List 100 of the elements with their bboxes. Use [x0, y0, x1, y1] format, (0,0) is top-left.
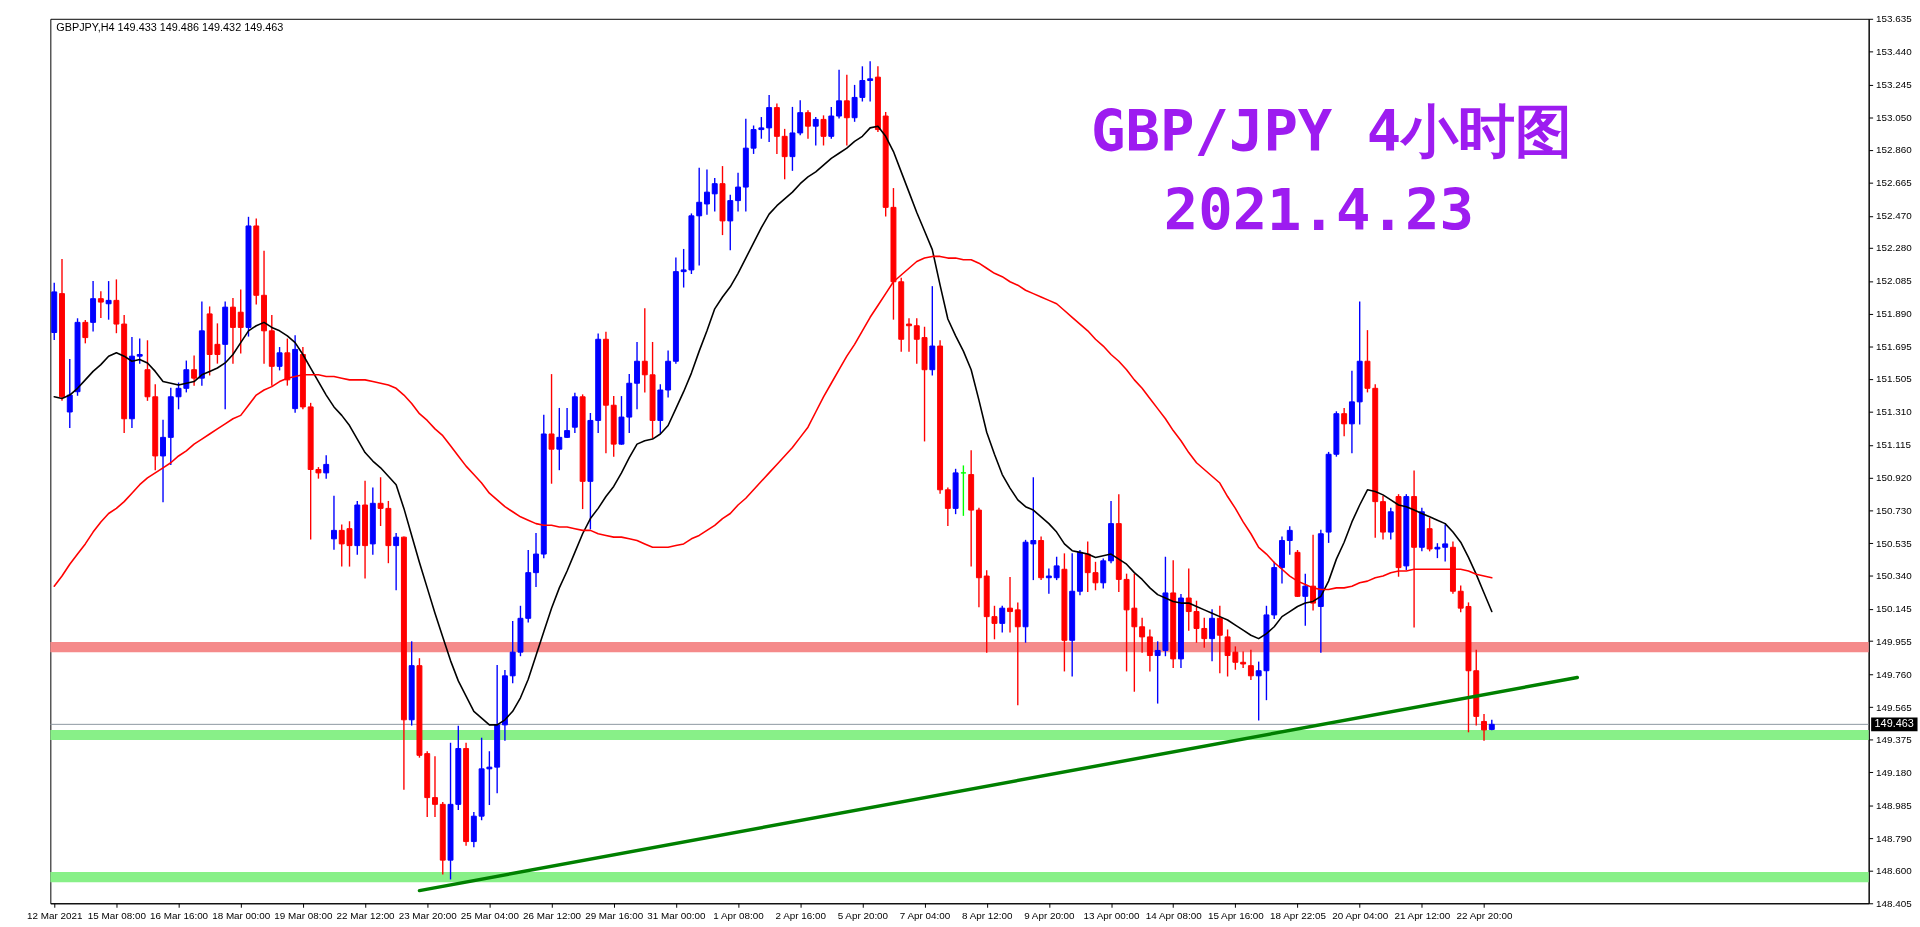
candlestick — [999, 605, 1006, 633]
x-tick-label: 16 Mar 16:00 — [150, 909, 209, 921]
candlestick — [820, 115, 827, 146]
y-tick-label: 152.860 — [1876, 144, 1913, 156]
candlestick — [90, 281, 97, 332]
x-tick-label: 19 Mar 08:00 — [274, 909, 333, 921]
candlestick — [1302, 573, 1309, 626]
x-tick-label: 7 Apr 04:00 — [899, 909, 951, 921]
candlestick — [393, 533, 400, 591]
candlestick — [836, 69, 843, 119]
y-tick-label: 149.180 — [1876, 766, 1913, 778]
y-tick-label: 148.600 — [1876, 864, 1913, 876]
x-tick-label: 20 Apr 04:00 — [1332, 909, 1389, 921]
candlestick — [564, 407, 571, 439]
candlestick — [229, 298, 236, 364]
x-tick-label: 8 Apr 12:00 — [961, 909, 1013, 921]
candlestick — [1240, 651, 1247, 669]
candlestick — [323, 455, 330, 479]
candlestick — [97, 291, 104, 318]
y-tick-label: 152.085 — [1876, 275, 1913, 287]
candlestick — [1045, 568, 1052, 594]
x-tick-label: 29 Mar 16:00 — [585, 909, 644, 921]
candlestick — [906, 318, 912, 352]
candlestick — [781, 128, 788, 180]
x-tick-label: 5 Apr 20:00 — [837, 909, 889, 921]
candlestick — [1247, 649, 1254, 680]
y-tick-label: 149.565 — [1876, 701, 1913, 713]
candlestick — [960, 465, 967, 516]
x-tick-label: 21 Apr 12:00 — [1394, 909, 1451, 921]
candlestick — [331, 495, 337, 550]
y-tick-label: 150.730 — [1876, 504, 1913, 516]
annotation: GBPJPY,H4 149.433 149.486 149.432 149.463 — [56, 20, 284, 33]
candlestick — [1139, 617, 1146, 653]
y-tick-label: 153.050 — [1876, 112, 1913, 124]
candlestick — [634, 341, 640, 410]
y-tick-label: 149.760 — [1876, 668, 1913, 680]
y-tick-label: 150.920 — [1876, 472, 1913, 484]
candlestick — [1146, 629, 1153, 672]
x-tick-label: 22 Mar 12:00 — [336, 909, 396, 921]
candlestick — [432, 756, 438, 817]
x-tick-label: 9 Apr 20:00 — [1024, 909, 1076, 921]
candlestick — [867, 61, 874, 102]
y-tick-label: 153.635 — [1876, 13, 1913, 25]
candlestick — [766, 95, 773, 143]
y-tick-label: 148.405 — [1876, 897, 1913, 909]
y-tick-label: 149.375 — [1876, 733, 1913, 745]
x-tick-label: 22 Apr 20:00 — [1456, 909, 1513, 921]
candlestick — [805, 110, 811, 139]
y-tick-label: 148.985 — [1876, 799, 1913, 811]
y-tick-label: 151.695 — [1876, 341, 1913, 353]
y-tick-label: 153.245 — [1876, 79, 1913, 91]
candlestick — [105, 281, 112, 320]
x-tick-label: 31 Mar 00:00 — [647, 909, 706, 921]
ref-line-label: 149.463 — [1874, 717, 1914, 730]
candlestick — [160, 419, 166, 503]
candlestick — [237, 289, 244, 354]
y-tick-label: 150.340 — [1876, 570, 1913, 582]
candlestick — [1053, 556, 1060, 581]
y-tick-label: 149.955 — [1876, 635, 1913, 647]
candlestick — [548, 374, 555, 484]
candlestick — [191, 355, 198, 386]
x-tick-label: 23 Mar 20:00 — [398, 909, 458, 921]
candlestick — [1348, 370, 1355, 454]
x-tick-label: 26 Mar 12:00 — [522, 909, 582, 921]
y-tick-label: 151.310 — [1876, 406, 1913, 418]
x-tick-label: 15 Mar 08:00 — [87, 909, 147, 921]
candlestick — [1007, 577, 1013, 633]
candlestick — [1286, 526, 1293, 555]
x-tick-label: 18 Apr 22:05 — [1270, 909, 1327, 921]
x-tick-label: 14 Apr 08:00 — [1145, 909, 1203, 921]
candlestick — [828, 106, 835, 139]
candlestick — [82, 319, 89, 344]
y-tick-label: 151.505 — [1876, 373, 1913, 385]
y-tick-label: 150.535 — [1876, 537, 1913, 549]
candlestick — [1426, 517, 1433, 552]
candlestick — [533, 533, 539, 587]
x-tick-label: 1 Apr 08:00 — [713, 909, 765, 921]
candlestick — [711, 177, 718, 212]
x-tick-label: 13 Apr 00:00 — [1083, 909, 1140, 921]
x-tick-label: 18 Mar 00:00 — [212, 909, 271, 921]
x-tick-label: 12 Mar 2021 — [27, 909, 83, 921]
candlestick — [812, 117, 819, 146]
candlestick — [735, 172, 742, 212]
x-tick-label: 25 Mar 04:00 — [460, 909, 520, 921]
candlestick — [929, 286, 936, 376]
candlestick — [1100, 558, 1107, 589]
candlestick — [843, 74, 850, 146]
x-tick-label: 2 Apr 16:00 — [775, 909, 827, 921]
candlestick — [66, 358, 73, 428]
candlestick — [703, 169, 710, 215]
candlestick — [276, 347, 283, 371]
y-tick-label: 152.665 — [1876, 177, 1913, 189]
y-tick-label: 152.280 — [1876, 242, 1913, 254]
candlestick — [1216, 605, 1223, 674]
y-tick-label: 151.115 — [1876, 439, 1912, 451]
candlestick — [556, 407, 563, 471]
candlestick — [1481, 714, 1487, 741]
candlestick — [944, 487, 951, 526]
candlestick — [1014, 602, 1021, 706]
candlestick — [1387, 507, 1394, 540]
